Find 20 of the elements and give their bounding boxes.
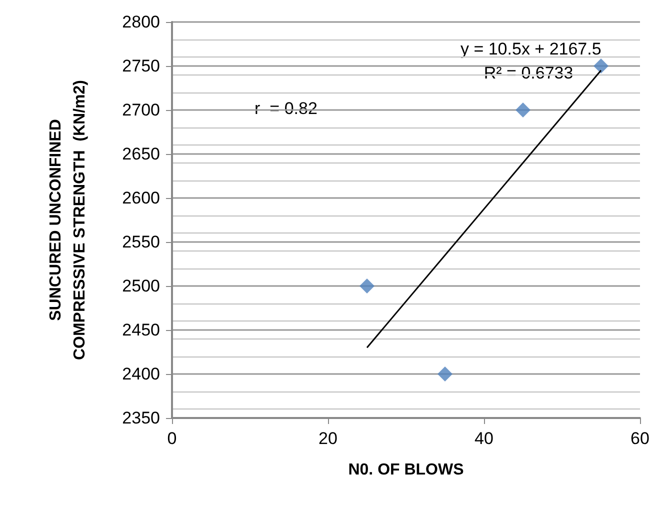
x-tick-label: 20 — [318, 429, 338, 448]
y-tick-label: 2350 — [122, 408, 160, 428]
y-tick-label: 2600 — [122, 188, 160, 208]
x-tick-label: 0 — [167, 429, 177, 448]
y-tick-label: 2750 — [122, 56, 160, 76]
y-tick-label: 2500 — [122, 276, 160, 296]
x-tick-label: 40 — [474, 429, 494, 448]
point — [516, 102, 530, 118]
y-axis-title: SUNCURED UNCONFINED COMPRESSIVE STRENGTH (KN/m2) — [48, 80, 88, 360]
point — [360, 278, 374, 294]
y-tick-label: 2800 — [122, 12, 160, 32]
y-tick-label: 2650 — [122, 144, 160, 164]
y-tick-label: 2700 — [122, 100, 160, 120]
y-tick-label: 2450 — [122, 320, 160, 340]
point — [438, 366, 452, 382]
y-tick-label: 2550 — [122, 232, 160, 252]
x-tick-label: 60 — [630, 429, 650, 448]
x-axis-title: N0. OF BLOWS — [348, 462, 464, 478]
y-tick-label: 2400 — [122, 364, 160, 384]
point — [594, 58, 608, 74]
